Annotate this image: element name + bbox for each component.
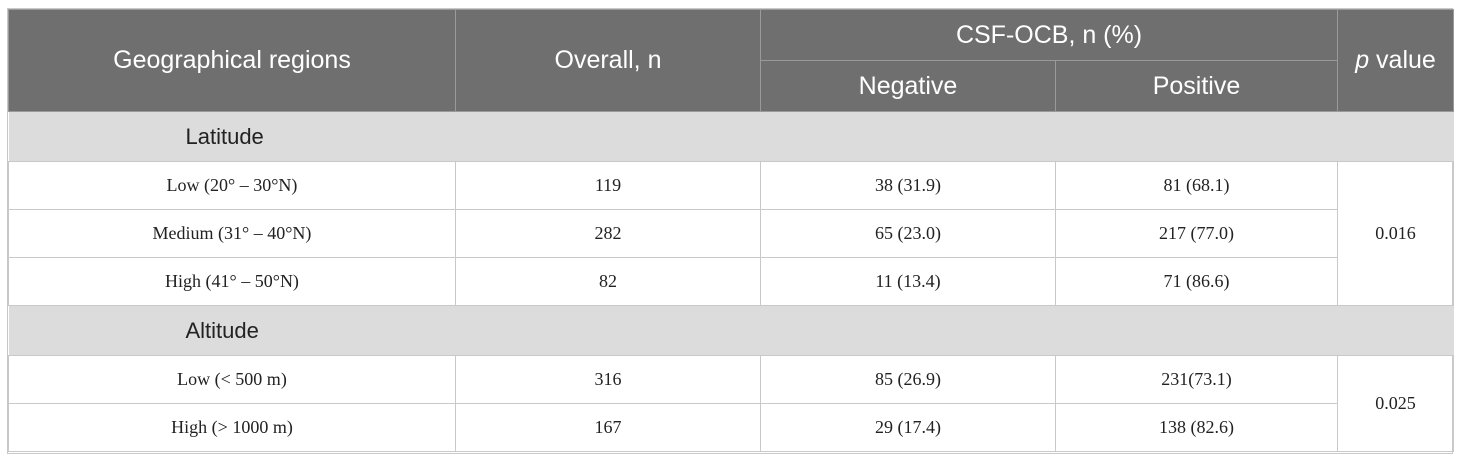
cell-p-value-latitude: 0.016	[1337, 161, 1454, 306]
header-p-word: value	[1369, 46, 1436, 74]
data-table-container: Geographical regions Overall, n CSF-OCB,…	[7, 8, 1454, 454]
table-row: High (> 1000 m) 167 29 (17.4) 138 (82.6)	[8, 403, 1454, 452]
cell-negative: 38 (31.9)	[760, 161, 1056, 210]
cell-negative: 85 (26.9)	[760, 355, 1056, 404]
table-row: Medium (31° – 40°N) 282 65 (23.0) 217 (7…	[8, 209, 1454, 258]
table-row: Low (20° – 30°N) 119 38 (31.9) 81 (68.1)…	[8, 161, 1454, 306]
cell-negative: 65 (23.0)	[760, 209, 1056, 258]
header-overall: Overall, n	[455, 9, 761, 112]
header-p-letter: p	[1355, 46, 1370, 74]
cell-positive: 81 (68.1)	[1055, 161, 1338, 210]
section-title-latitude: Latitude	[8, 111, 1454, 162]
table-row: High (41° – 50°N) 82 11 (13.4) 71 (86.6)	[8, 257, 1454, 306]
cell-negative: 29 (17.4)	[760, 403, 1056, 452]
cell-region: Low (20° – 30°N)	[8, 161, 456, 210]
header-negative: Negative	[760, 60, 1056, 112]
cell-overall: 119	[455, 161, 761, 210]
cell-overall: 167	[455, 403, 761, 452]
cell-p-value-altitude: 0.025	[1337, 355, 1454, 452]
cell-negative: 11 (13.4)	[760, 257, 1056, 306]
cell-region: High (> 1000 m)	[8, 403, 456, 452]
section-title-altitude: Altitude	[8, 305, 1454, 356]
header-positive: Positive	[1055, 60, 1338, 112]
cell-positive: 231(73.1)	[1055, 355, 1338, 404]
cell-positive: 217 (77.0)	[1055, 209, 1338, 258]
cell-region: Medium (31° – 40°N)	[8, 209, 456, 258]
cell-positive: 138 (82.6)	[1055, 403, 1338, 452]
cell-positive: 71 (86.6)	[1055, 257, 1338, 306]
header-region: Geographical regions	[8, 9, 456, 112]
cell-overall: 282	[455, 209, 761, 258]
cell-overall: 316	[455, 355, 761, 404]
cell-overall: 82	[455, 257, 761, 306]
header-csf-ocb: CSF-OCB, n (%)	[760, 9, 1338, 61]
cell-region: Low (< 500 m)	[8, 355, 456, 404]
ocb-region-table: Geographical regions Overall, n CSF-OCB,…	[8, 9, 1454, 452]
cell-region: High (41° – 50°N)	[8, 257, 456, 306]
table-row: Low (< 500 m) 316 85 (26.9) 231(73.1) 0.…	[8, 355, 1454, 452]
header-p-value: p value	[1337, 9, 1454, 112]
